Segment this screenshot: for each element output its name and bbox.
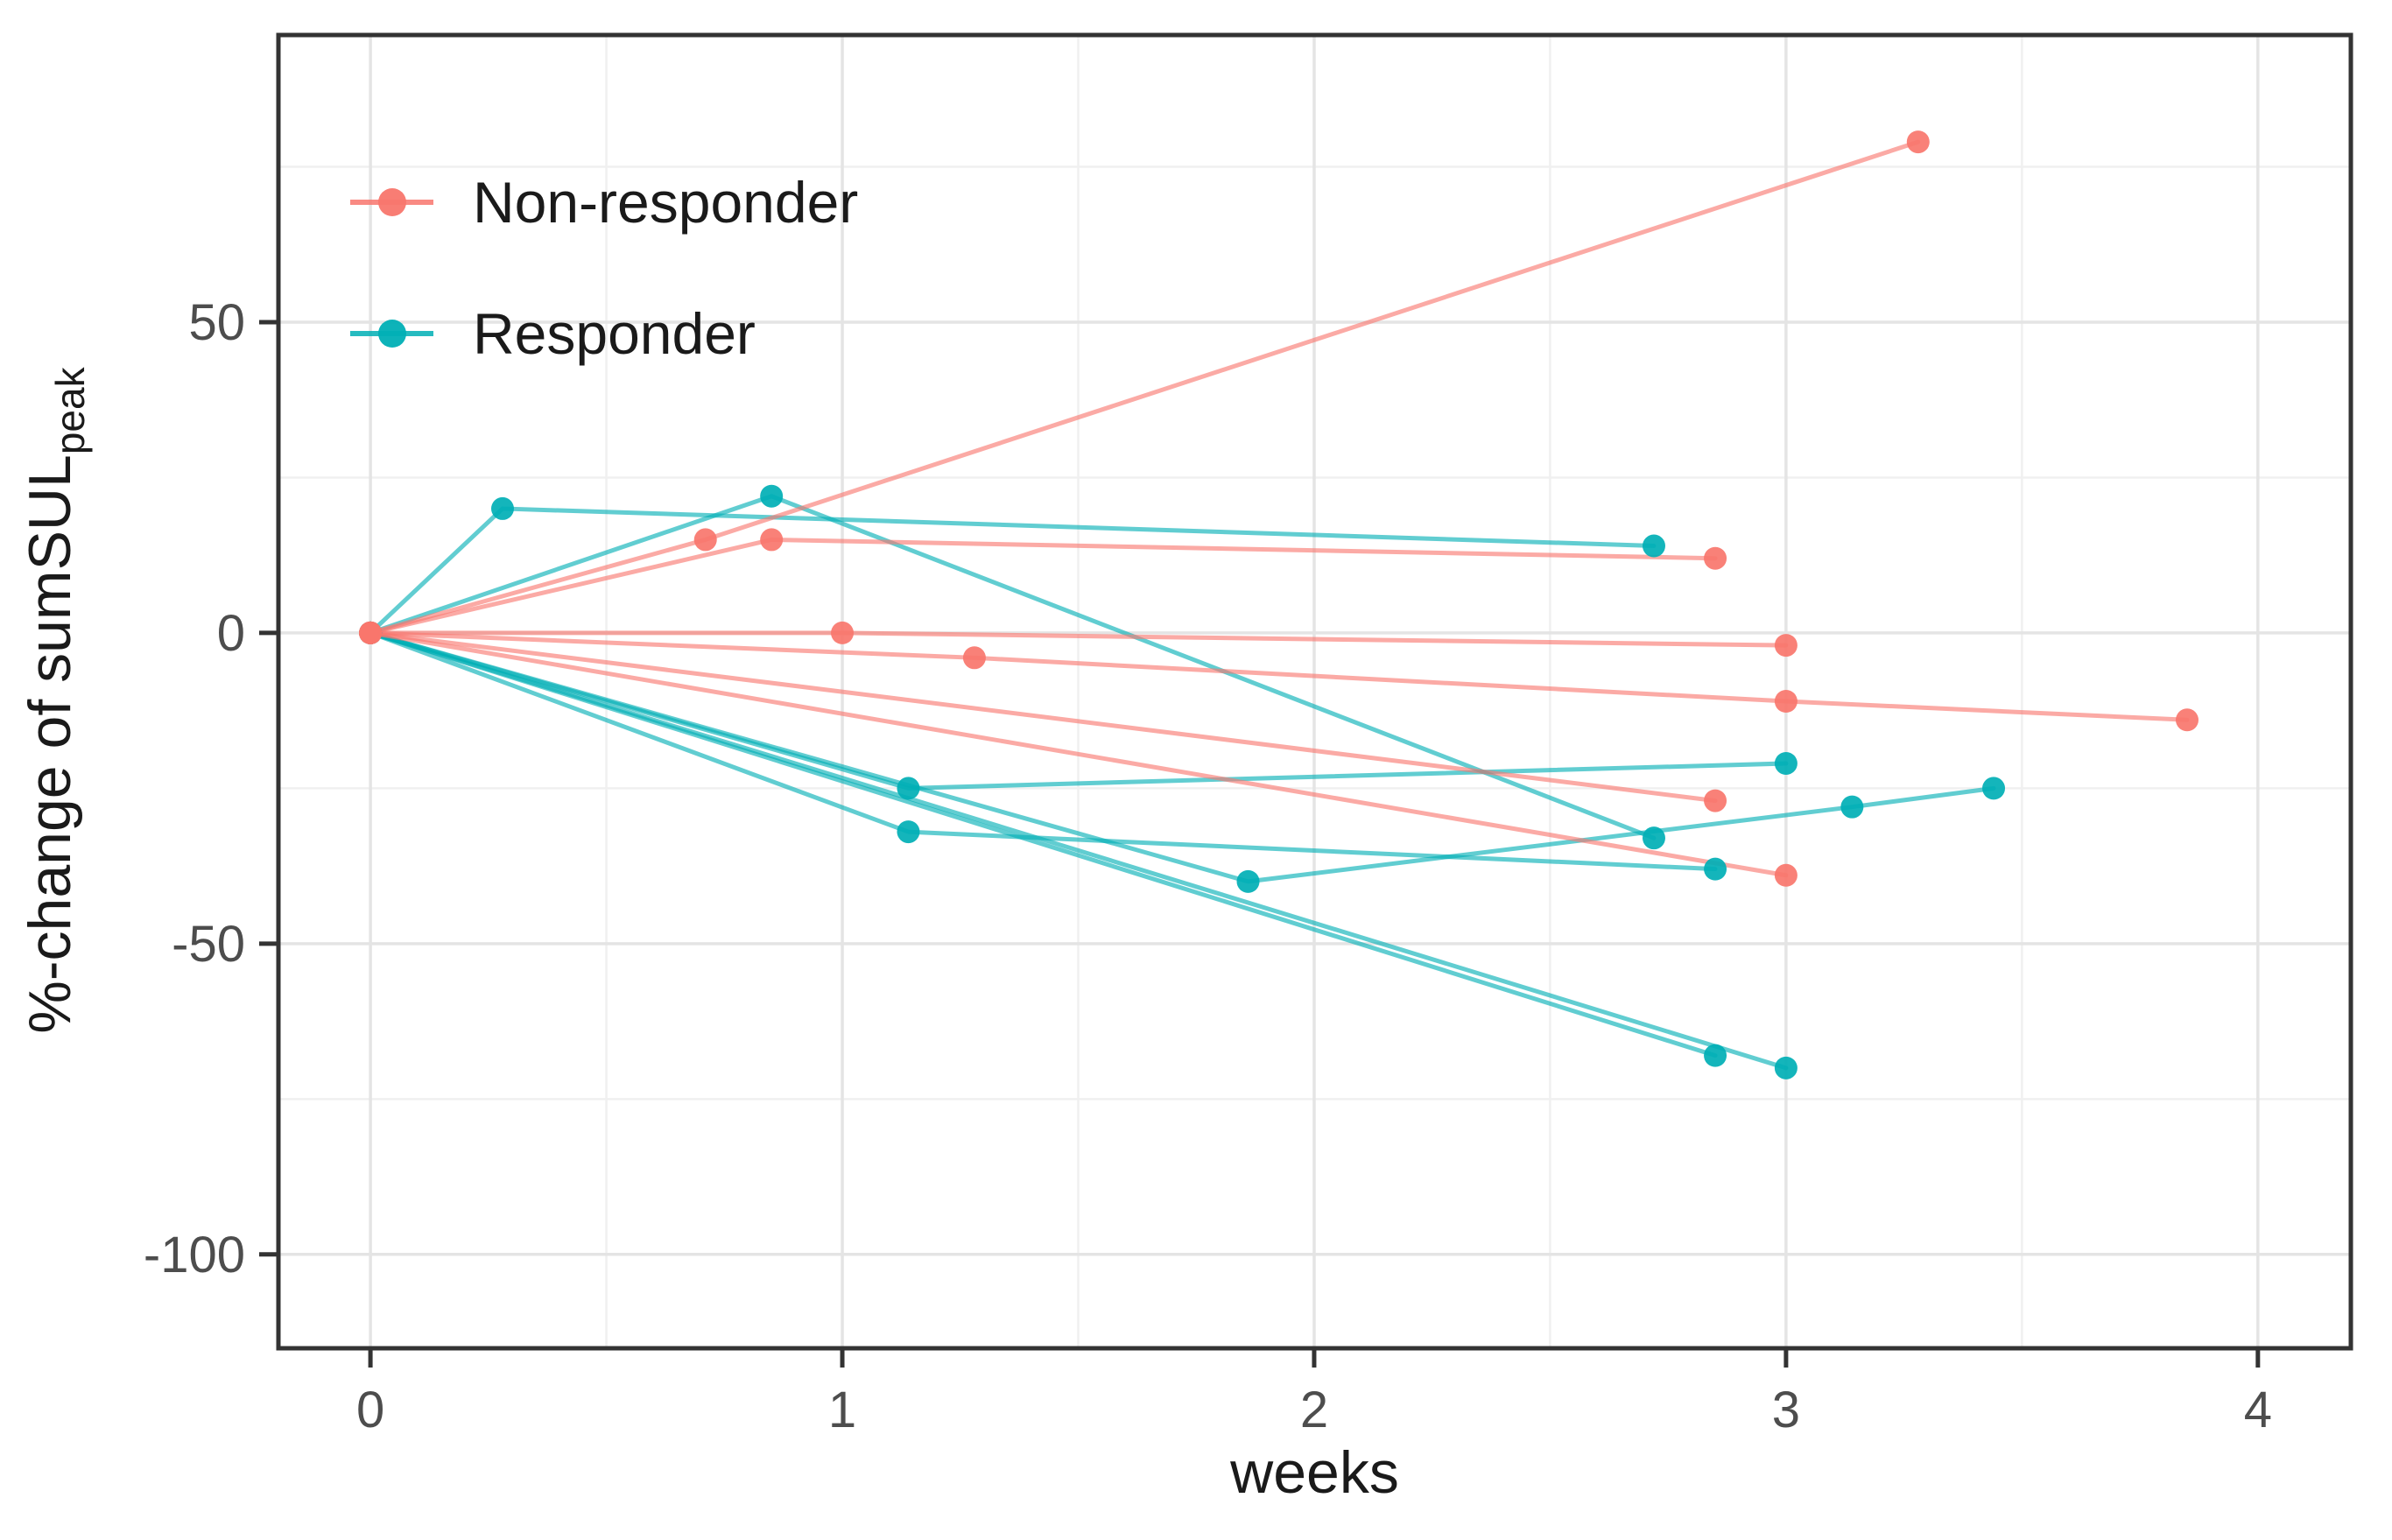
panel-border bbox=[276, 32, 2353, 1351]
x-axis-title: weeks bbox=[1229, 1439, 1399, 1506]
y-axis-tick-label: 0 bbox=[217, 605, 245, 662]
data-point-NR-6 bbox=[1774, 863, 1798, 887]
y-axis-tick-label: -100 bbox=[144, 1227, 245, 1283]
data-point-R-7 bbox=[1774, 1056, 1798, 1079]
data-point-NR-4 bbox=[962, 646, 986, 670]
data-point-R-3 bbox=[897, 777, 920, 800]
data-point-R-5 bbox=[1982, 777, 2006, 800]
data-point-R-2 bbox=[1642, 826, 1665, 850]
legend-label: Responder bbox=[473, 301, 756, 366]
data-point-R-1 bbox=[490, 496, 514, 520]
y-axis-tick-label: 50 bbox=[188, 294, 245, 351]
data-point-R-4 bbox=[1704, 857, 1727, 881]
data-point-NR-2 bbox=[760, 528, 784, 552]
legend-key-point bbox=[378, 188, 406, 216]
data-point-NR-3 bbox=[831, 621, 855, 644]
data-point-NR-1 bbox=[1906, 130, 1930, 154]
data-point-NR-2 bbox=[1704, 546, 1727, 570]
y-axis-title: %-change of sumSULpeak bbox=[17, 366, 93, 1033]
x-axis-tick-label: 2 bbox=[1300, 1382, 1328, 1438]
patient-trajectory-NR-4 bbox=[368, 630, 2190, 722]
x-axis-tick-label: 4 bbox=[2244, 1382, 2272, 1438]
patient-trajectory-R-7 bbox=[368, 630, 1789, 1071]
x-axis-tick-label: 1 bbox=[828, 1382, 856, 1438]
x-axis-tick-label: 0 bbox=[356, 1382, 384, 1438]
x-axis-tick-label: 3 bbox=[1772, 1382, 1800, 1438]
patient-trajectory-R-5 bbox=[368, 630, 1996, 884]
legend-label: Non-responder bbox=[473, 170, 858, 235]
data-point-R-5 bbox=[1236, 869, 1260, 893]
data-point-R-1 bbox=[1642, 534, 1665, 558]
legend-key-point bbox=[378, 320, 406, 348]
data-point-R-3 bbox=[1774, 751, 1798, 775]
data-point-NR-4 bbox=[2175, 708, 2199, 732]
data-point-R-4 bbox=[897, 820, 920, 844]
patient-trajectory-NR-6 bbox=[368, 630, 1789, 878]
data-point-R-6 bbox=[1704, 1044, 1727, 1067]
data-point-NR-1 bbox=[693, 528, 717, 552]
data-point-R-5 bbox=[1840, 795, 1864, 819]
data-point-NR-5 bbox=[1704, 789, 1727, 812]
y-axis-tick-label: -50 bbox=[172, 916, 245, 973]
data-point-NR-4 bbox=[1774, 690, 1798, 714]
data-point-R-2 bbox=[760, 484, 784, 508]
data-point-NR-6 bbox=[359, 621, 383, 644]
patient-trajectory-NR-5 bbox=[368, 630, 1718, 804]
data-point-NR-3 bbox=[1774, 634, 1798, 657]
